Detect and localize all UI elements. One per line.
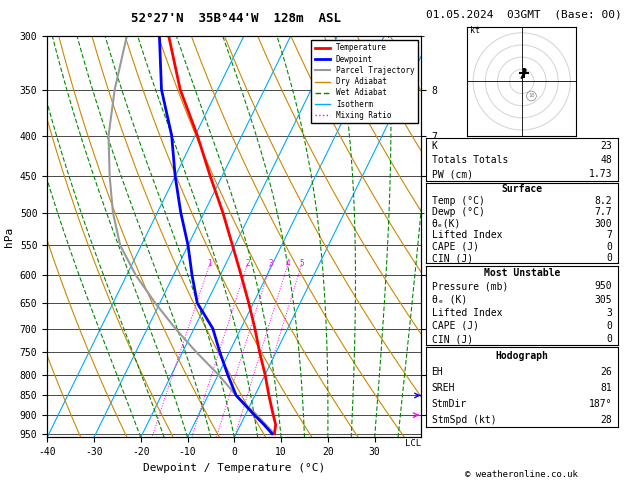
Text: 0: 0 — [606, 321, 612, 331]
Text: 0: 0 — [606, 253, 612, 263]
Text: 4: 4 — [286, 259, 291, 268]
Text: θₑ(K): θₑ(K) — [431, 219, 461, 228]
Text: © weatheronline.co.uk: © weatheronline.co.uk — [465, 469, 578, 479]
Text: SREH: SREH — [431, 383, 455, 393]
Text: LCL: LCL — [405, 439, 421, 449]
Text: 0: 0 — [606, 334, 612, 344]
Text: Surface: Surface — [501, 184, 542, 194]
Text: 81: 81 — [600, 383, 612, 393]
Text: 5: 5 — [299, 259, 304, 268]
Y-axis label: km
ASL: km ASL — [448, 237, 465, 259]
Text: 8.2: 8.2 — [594, 195, 612, 206]
Text: 3: 3 — [269, 259, 273, 268]
Text: 48: 48 — [600, 155, 612, 165]
Text: 1: 1 — [208, 259, 212, 268]
Text: 187°: 187° — [588, 399, 612, 409]
Text: Temp (°C): Temp (°C) — [431, 195, 484, 206]
Text: Dewp (°C): Dewp (°C) — [431, 207, 484, 217]
Text: CIN (J): CIN (J) — [431, 253, 473, 263]
Text: StmDir: StmDir — [431, 399, 467, 409]
Text: Most Unstable: Most Unstable — [484, 268, 560, 278]
Text: CIN (J): CIN (J) — [431, 334, 473, 344]
Text: 2: 2 — [245, 259, 250, 268]
Text: 0: 0 — [606, 242, 612, 252]
Text: Totals Totals: Totals Totals — [431, 155, 508, 165]
Text: StmSpd (kt): StmSpd (kt) — [431, 415, 496, 425]
Text: 10: 10 — [528, 93, 535, 99]
Text: Hodograph: Hodograph — [495, 351, 548, 361]
Text: EH: EH — [431, 367, 443, 377]
Text: 7: 7 — [606, 230, 612, 240]
Text: 950: 950 — [594, 281, 612, 291]
Text: PW (cm): PW (cm) — [431, 170, 473, 179]
Text: 300: 300 — [594, 219, 612, 228]
Text: 305: 305 — [594, 295, 612, 305]
Text: 7.7: 7.7 — [594, 207, 612, 217]
Text: 01.05.2024  03GMT  (Base: 00): 01.05.2024 03GMT (Base: 00) — [426, 10, 622, 20]
Text: 23: 23 — [600, 141, 612, 151]
Text: kt: kt — [469, 26, 479, 35]
Text: θₑ (K): θₑ (K) — [431, 295, 467, 305]
Text: CAPE (J): CAPE (J) — [431, 242, 479, 252]
Text: Lifted Index: Lifted Index — [431, 230, 502, 240]
Y-axis label: hPa: hPa — [4, 227, 14, 247]
Text: 3: 3 — [606, 308, 612, 318]
Text: 26: 26 — [600, 367, 612, 377]
Text: K: K — [431, 141, 437, 151]
Text: CAPE (J): CAPE (J) — [431, 321, 479, 331]
Text: Lifted Index: Lifted Index — [431, 308, 502, 318]
Legend: Temperature, Dewpoint, Parcel Trajectory, Dry Adiabat, Wet Adiabat, Isotherm, Mi: Temperature, Dewpoint, Parcel Trajectory… — [311, 40, 418, 123]
X-axis label: Dewpoint / Temperature (°C): Dewpoint / Temperature (°C) — [143, 463, 325, 473]
Text: Pressure (mb): Pressure (mb) — [431, 281, 508, 291]
Text: 28: 28 — [600, 415, 612, 425]
Text: 52°27'N  35B°44'W  128m  ASL: 52°27'N 35B°44'W 128m ASL — [131, 12, 341, 25]
Text: 1.73: 1.73 — [588, 170, 612, 179]
